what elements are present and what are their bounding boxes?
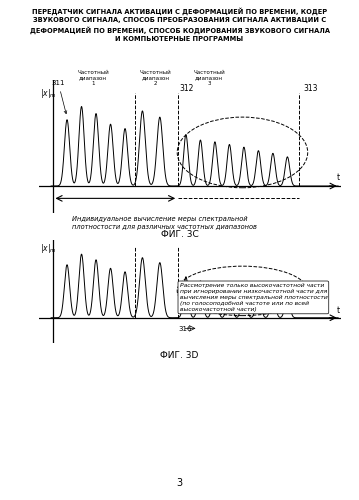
Text: ФИГ. 3D: ФИГ. 3D [160,351,199,360]
Text: Индивидуальное вычисление меры спектральной
плотностости для различных частотных: Индивидуальное вычисление меры спектраль… [72,216,257,230]
Text: 313: 313 [303,84,318,92]
Text: Частотный
диапазон
3: Частотный диапазон 3 [193,70,225,86]
Text: 311: 311 [52,80,67,114]
Text: 312: 312 [180,84,194,92]
Text: ПЕРЕДАТЧИК СИГНАЛА АКТИВАЦИИ С ДЕФОРМАЦИЕЙ ПО ВРЕМЕНИ, КОДЕР
ЗВУКОВОГО СИГНАЛА, : ПЕРЕДАТЧИК СИГНАЛА АКТИВАЦИИ С ДЕФОРМАЦИ… [29,8,330,42]
Text: $|x|_m$: $|x|_m$ [40,87,57,100]
Text: $|x|_m$: $|x|_m$ [40,242,57,255]
Text: 3: 3 [176,478,183,488]
Text: Рассмотрение только высокочастотной части
при игнорировании низкочастотной части: Рассмотрение только высокочастотной част… [180,282,327,312]
Text: t: t [337,174,340,182]
Text: Частотный
диапазон
2: Частотный диапазон 2 [140,70,171,86]
Text: t: t [337,306,340,315]
Text: ФИГ. 3С: ФИГ. 3С [160,230,199,239]
Text: 316: 316 [179,326,192,332]
Text: Частотный
диапазон
1: Частотный диапазон 1 [77,70,109,86]
